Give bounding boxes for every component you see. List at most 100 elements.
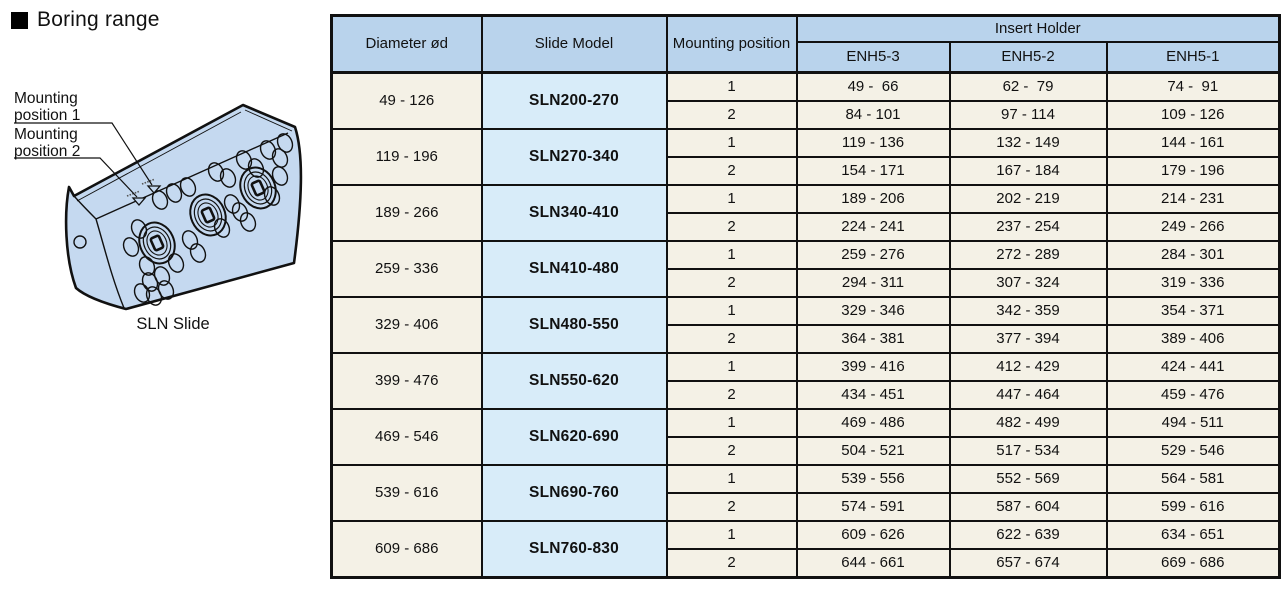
sln-slide-diagram: Mounting position 1 Mounting position 2 (14, 90, 303, 311)
insert-holder-range-cell-enh5-3: 154 - 171 (795, 156, 951, 186)
insert-holder-range-cell-enh5-3: 504 - 521 (795, 436, 951, 466)
mounting-position-2-marker-icon (131, 197, 147, 206)
mounting-position-cell: 2 (665, 380, 798, 410)
table-row: 2 154 - 171 167 - 184 179 - 196 (332, 156, 1281, 186)
insert-holder-range-cell-enh5-1: 669 - 686 (1105, 548, 1281, 579)
slide-model-cell: SLN690-760 (480, 464, 668, 522)
insert-holder-range-cell-enh5-3: 399 - 416 (795, 352, 951, 382)
insert-holder-range-cell-enh5-1: 529 - 546 (1105, 436, 1281, 466)
table-row: 2 434 - 451 447 - 464 459 - 476 (332, 380, 1281, 410)
insert-holder-range-cell-enh5-2: 237 - 254 (948, 212, 1108, 242)
table-row: 2 84 - 101 97 - 114 109 - 126 (332, 100, 1281, 130)
insert-holder-range-cell-enh5-1: 494 - 511 (1105, 408, 1281, 438)
insert-holder-range-cell-enh5-2: 307 - 324 (948, 268, 1108, 298)
table-row: 2 504 - 521 517 - 534 529 - 546 (332, 436, 1281, 466)
slide-model-cell: SLN550-620 (480, 352, 668, 410)
insert-holder-range-cell-enh5-1: 634 - 651 (1105, 520, 1281, 550)
table-row: 2 224 - 241 237 - 254 249 - 266 (332, 212, 1281, 242)
insert-holder-range-cell-enh5-1: 459 - 476 (1105, 380, 1281, 410)
insert-holder-range-cell-enh5-3: 189 - 206 (795, 184, 951, 214)
insert-holder-range-cell-enh5-3: 119 - 136 (795, 128, 951, 158)
insert-holder-range-cell-enh5-2: 447 - 464 (948, 380, 1108, 410)
insert-holder-range-cell-enh5-2: 412 - 429 (948, 352, 1108, 382)
insert-holder-range-cell-enh5-3: 609 - 626 (795, 520, 951, 550)
mounting-position-cell: 1 (665, 408, 798, 438)
insert-holder-range-cell-enh5-2: 97 - 114 (948, 100, 1108, 130)
insert-holder-range-cell-enh5-2: 482 - 499 (948, 408, 1108, 438)
cap-top-edge (73, 195, 97, 220)
table-header: Diameter ød Slide Model Mounting positio… (330, 14, 1281, 74)
boring-range-table: Diameter ød Slide Model Mounting positio… (330, 14, 1281, 579)
mounting-position-cell: 2 (665, 100, 798, 130)
insert-holder-range-cell-enh5-3: 224 - 241 (795, 212, 951, 242)
header-enh5-2: ENH5-2 (948, 41, 1108, 74)
insert-holder-range-cell-enh5-3: 49 - 66 (795, 71, 951, 102)
black-square-bullet-icon (11, 11, 28, 29)
mounting-position-cell: 1 (665, 71, 798, 102)
header-enh5-1: ENH5-1 (1105, 41, 1281, 74)
insert-holder-range-cell-enh5-1: 284 - 301 (1105, 240, 1281, 270)
mounting-position-cell: 1 (665, 240, 798, 270)
insert-holder-range-cell-enh5-1: 109 - 126 (1105, 100, 1281, 130)
insert-holder-range-cell-enh5-2: 622 - 639 (948, 520, 1108, 550)
chamfer-line (76, 109, 293, 202)
insert-holder-range-cell-enh5-3: 574 - 591 (795, 492, 951, 522)
diameter-cell: 539 - 616 (330, 464, 483, 522)
mounting-position-2-label-line1: Mounting (14, 126, 78, 143)
mounting-position-cell: 2 (665, 156, 798, 186)
diameter-cell: 399 - 476 (330, 352, 483, 410)
mounting-position-cell: 1 (665, 296, 798, 326)
insert-holder-range-cell-enh5-3: 644 - 661 (795, 548, 951, 579)
insert-holder-range-cell-enh5-1: 179 - 196 (1105, 156, 1281, 186)
table-row: 609 - 686 SLN760-830 1 609 - 626 622 - 639 63… (330, 520, 1281, 579)
insert-pockets (138, 166, 277, 265)
insert-holder-range-cell-enh5-3: 294 - 311 (795, 268, 951, 298)
diameter-cell: 609 - 686 (330, 520, 483, 579)
insert-holder-range-cell-enh5-2: 342 - 359 (948, 296, 1108, 326)
insert-holder-range-cell-enh5-1: 144 - 161 (1105, 128, 1281, 158)
table-body: 49 - 126 SLN200-270 1 49 - 66 62 - 79 74 - 91… (330, 71, 1281, 579)
insert-holder-range-cell-enh5-2: 167 - 184 (948, 156, 1108, 186)
header-slide-model: Slide Model (480, 14, 668, 74)
table-row: 399 - 476 SLN550-620 1 399 - 416 412 - 429 42… (330, 352, 1281, 410)
insert-holder-range-cell-enh5-3: 84 - 101 (795, 100, 951, 130)
diameter-cell: 259 - 336 (330, 240, 483, 298)
insert-holder-range-cell-enh5-1: 74 - 91 (1105, 71, 1281, 102)
mounting-position-cell: 2 (665, 212, 798, 242)
table-row: 329 - 406 SLN480-550 1 329 - 346 342 - 359 35… (330, 296, 1281, 354)
mounting-position-cell: 1 (665, 128, 798, 158)
table-row: 2 574 - 591 587 - 604 599 - 616 (332, 492, 1281, 522)
table-row: 2 294 - 311 307 - 324 319 - 336 (332, 268, 1281, 298)
insert-holder-range-cell-enh5-2: 62 - 79 (948, 71, 1108, 102)
mounting-position-cell: 2 (665, 436, 798, 466)
diameter-cell: 49 - 126 (330, 71, 483, 130)
cap-front-edge (95, 218, 125, 309)
leader-line-2 (14, 157, 138, 198)
table-row: 189 - 266 SLN340-410 1 189 - 206 202 - 219 21… (330, 184, 1281, 242)
diagram-caption: SLN Slide (136, 315, 210, 333)
insert-holder-range-cell-enh5-1: 389 - 406 (1105, 324, 1281, 354)
header-enh5-3: ENH5-3 (795, 41, 951, 74)
diameter-cell: 119 - 196 (330, 128, 483, 186)
insert-holder-range-cell-enh5-1: 424 - 441 (1105, 352, 1281, 382)
table-row: 259 - 336 SLN410-480 1 259 - 276 272 - 289 28… (330, 240, 1281, 298)
insert-holder-range-cell-enh5-3: 329 - 346 (795, 296, 951, 326)
slide-model-cell: SLN760-830 (480, 520, 668, 579)
slide-model-cell: SLN200-270 (480, 71, 668, 130)
insert-holder-range-cell-enh5-2: 552 - 569 (948, 464, 1108, 494)
insert-holder-range-cell-enh5-2: 202 - 219 (948, 184, 1108, 214)
table-row: 539 - 616 SLN690-760 1 539 - 556 552 - 569 56… (330, 464, 1281, 522)
diameter-cell: 189 - 266 (330, 184, 483, 242)
insert-holder-range-cell-enh5-2: 132 - 149 (948, 128, 1108, 158)
table-row: 469 - 546 SLN620-690 1 469 - 486 482 - 499 49… (330, 408, 1281, 466)
slide-model-cell: SLN340-410 (480, 184, 668, 242)
mounting-position-cell: 2 (665, 324, 798, 354)
slide-model-cell: SLN270-340 (480, 128, 668, 186)
mounting-position-cell: 1 (665, 464, 798, 494)
mounting-position-cell: 1 (665, 184, 798, 214)
slide-block-body (64, 103, 303, 311)
top-front-edge (95, 132, 289, 220)
insert-holder-range-cell-enh5-2: 272 - 289 (948, 240, 1108, 270)
mounting-position-cell: 1 (665, 352, 798, 382)
